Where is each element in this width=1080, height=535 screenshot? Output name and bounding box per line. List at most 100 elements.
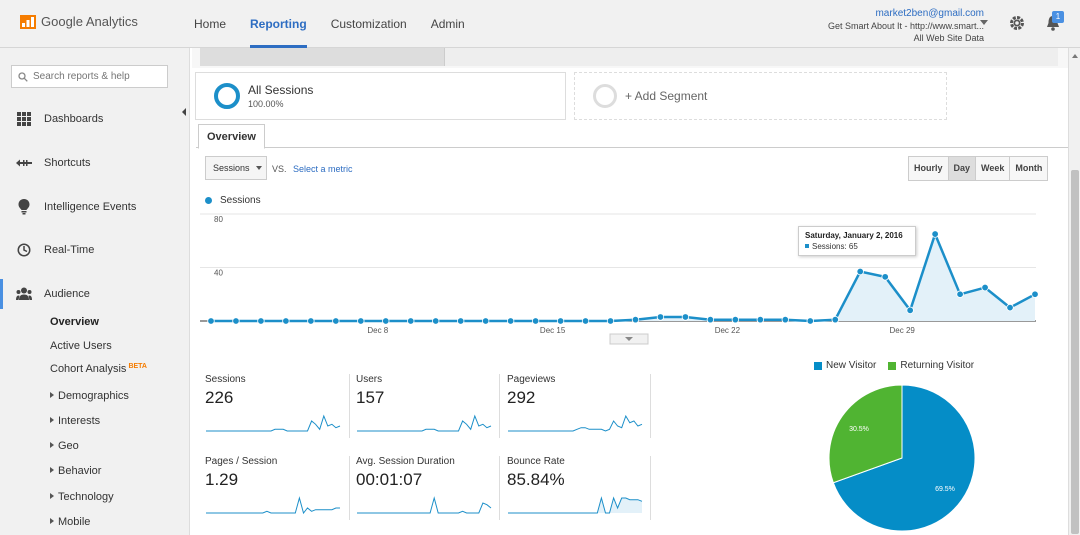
expand-arrow-icon <box>50 417 54 423</box>
vs-label: VS. <box>272 164 287 174</box>
data-point[interactable] <box>382 317 390 325</box>
sidebar-sub-interests[interactable]: Interests <box>50 415 100 427</box>
account-selector[interactable]: market2ben@gmail.com Get Smart About It … <box>828 8 984 44</box>
sessions-line-chart[interactable]: 80 40 Dec 8 Dec 15 Dec 22 Dec 29 <box>200 210 1060 350</box>
data-point[interactable] <box>282 317 290 325</box>
pie-slice-new-visitor[interactable] <box>832 384 976 532</box>
data-point[interactable] <box>931 230 939 238</box>
data-point[interactable] <box>556 317 565 325</box>
sidebar-item-intelligence-events[interactable]: Intelligence Events <box>0 192 189 222</box>
data-point[interactable] <box>706 315 715 324</box>
clock-icon <box>16 242 32 258</box>
scorecard-avg-session-duration[interactable]: Avg. Session Duration 00:01:07 <box>356 456 502 520</box>
scorecard-value: 157 <box>356 388 385 407</box>
scorecard-bounce-rate[interactable]: Bounce Rate 85.84% <box>507 456 653 520</box>
data-point[interactable] <box>806 317 814 325</box>
tooltip-value: Sessions: 65 <box>805 242 909 251</box>
data-point[interactable] <box>831 315 839 324</box>
data-point[interactable] <box>506 317 515 325</box>
nav-home[interactable]: Home <box>194 17 227 31</box>
data-point[interactable] <box>257 317 265 325</box>
visitor-pie-chart[interactable]: 69.5% 30.5% <box>824 382 980 535</box>
data-point[interactable] <box>1006 303 1014 312</box>
scrollbar-thumb[interactable] <box>1071 170 1079 534</box>
sidebar-sub-label: Mobile <box>58 516 91 528</box>
scrollbar[interactable] <box>1068 48 1080 535</box>
sidebar-sub-active-users[interactable]: Active Users <box>50 340 112 352</box>
data-point[interactable] <box>606 317 615 325</box>
scorecard-sessions[interactable]: Sessions 226 <box>205 374 351 438</box>
expand-arrow-icon <box>50 442 54 448</box>
sidebar-item-audience[interactable]: Audience <box>0 279 189 309</box>
add-segment-button[interactable]: + Add Segment <box>574 72 947 120</box>
sidebar-item-real-time[interactable]: Real-Time <box>0 235 189 265</box>
data-point[interactable] <box>981 283 989 292</box>
data-point[interactable] <box>307 317 315 325</box>
gear-icon[interactable] <box>1008 14 1026 32</box>
scorecard-users[interactable]: Users 157 <box>356 374 502 438</box>
data-point[interactable] <box>581 317 590 325</box>
data-point[interactable] <box>432 317 440 325</box>
granularity-week-button[interactable]: Week <box>976 157 1011 180</box>
segment-percent: 100.00% <box>248 99 284 109</box>
sparkline <box>357 414 492 432</box>
sidebar-sub-behavior[interactable]: Behavior <box>50 465 101 477</box>
data-point[interactable] <box>881 273 889 281</box>
granularity-day-button[interactable]: Day <box>948 157 977 180</box>
search-input[interactable] <box>33 71 163 82</box>
pie-legend-new-visitor[interactable]: New Visitor <box>814 360 876 371</box>
data-point[interactable] <box>481 317 490 325</box>
data-point[interactable] <box>1031 290 1039 298</box>
scorecard-value: 226 <box>205 388 234 407</box>
data-point[interactable] <box>856 267 864 276</box>
nav-customization[interactable]: Customization <box>330 17 407 31</box>
data-point[interactable] <box>731 315 740 324</box>
scorecard-pages-session[interactable]: Pages / Session 1.29 <box>205 456 351 520</box>
account-dropdown-icon[interactable] <box>980 20 988 25</box>
sidebar-sub-overview[interactable]: Overview <box>50 316 99 328</box>
tab-overview[interactable]: Overview <box>198 124 265 149</box>
data-point[interactable] <box>906 306 914 314</box>
sidebar-sub-mobile[interactable]: Mobile <box>50 516 90 528</box>
sidebar-sub-geo[interactable]: Geo <box>50 440 79 452</box>
data-point[interactable] <box>631 315 640 324</box>
logo[interactable]: Google Analytics <box>20 14 138 29</box>
legend-swatch <box>888 361 897 370</box>
nav-reporting[interactable]: Reporting <box>238 0 319 48</box>
data-point[interactable] <box>656 313 665 321</box>
select-metric-link[interactable]: Select a metric <box>293 164 353 174</box>
sidebar-item-dashboards[interactable]: Dashboards <box>0 104 189 134</box>
data-point[interactable] <box>956 290 964 298</box>
data-point[interactable] <box>681 313 690 321</box>
sidebar-sub-cohort-analysis[interactable]: Cohort Analysis BETA <box>50 363 147 375</box>
metric-dropdown[interactable]: Sessions <box>205 156 267 180</box>
data-point[interactable] <box>207 317 215 325</box>
sparkline <box>508 414 643 432</box>
pie-slice-returning-visitor[interactable] <box>828 384 903 484</box>
nav-admin[interactable]: Admin <box>430 17 465 31</box>
search-box[interactable] <box>11 65 168 88</box>
data-point[interactable] <box>332 317 340 325</box>
data-point[interactable] <box>407 317 415 325</box>
collapse-sidebar-button[interactable] <box>178 104 190 120</box>
granularity-hourly-button[interactable]: Hourly <box>909 157 949 180</box>
data-point[interactable] <box>781 315 790 324</box>
y-tick-label: 40 <box>214 269 223 278</box>
segment-all-sessions[interactable]: All Sessions 100.00% <box>195 72 566 120</box>
add-segment-label: + Add Segment <box>625 89 708 103</box>
scorecard-pageviews[interactable]: Pageviews 292 <box>507 374 653 438</box>
sidebar-item-shortcuts[interactable]: Shortcuts <box>0 148 189 178</box>
date-range-strip <box>192 48 1068 68</box>
sidebar-sub-technology[interactable]: Technology <box>50 491 114 503</box>
sidebar-sub-label: Interests <box>58 415 101 427</box>
scroll-up-icon[interactable] <box>1072 54 1078 58</box>
pie-legend-returning-visitor[interactable]: Returning Visitor <box>888 360 974 371</box>
data-point[interactable] <box>232 317 240 325</box>
data-point[interactable] <box>756 315 765 324</box>
data-point[interactable] <box>456 317 465 325</box>
granularity-month-button[interactable]: Month <box>1010 157 1048 180</box>
dashboards-icon <box>16 111 32 127</box>
sidebar-sub-demographics[interactable]: Demographics <box>50 390 129 402</box>
data-point[interactable] <box>531 317 540 325</box>
data-point[interactable] <box>357 317 365 325</box>
